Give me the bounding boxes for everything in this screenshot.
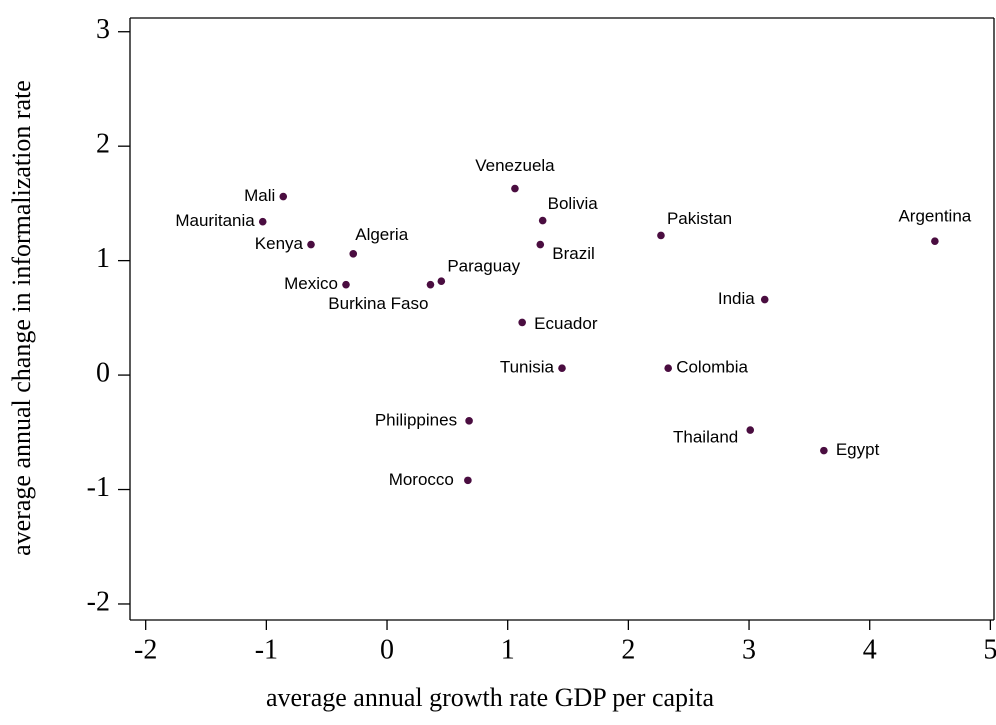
point-label: Pakistan bbox=[667, 209, 732, 228]
point-label: Argentina bbox=[898, 207, 971, 226]
y-tick-label: -2 bbox=[87, 586, 110, 617]
y-tick-label: 3 bbox=[96, 14, 110, 45]
x-tick-label: 1 bbox=[501, 634, 515, 665]
point-label: Algeria bbox=[355, 225, 408, 244]
point-label: Ecuador bbox=[534, 314, 598, 333]
point-label: Thailand bbox=[673, 427, 738, 446]
point-label: Mexico bbox=[284, 274, 338, 293]
y-axis-title: average annual change in informalization… bbox=[7, 80, 36, 556]
point bbox=[538, 216, 547, 225]
x-tick-label: 0 bbox=[380, 634, 394, 665]
x-tick-label: 2 bbox=[621, 634, 635, 665]
point-label: Colombia bbox=[676, 358, 748, 377]
point bbox=[931, 237, 939, 245]
y-tick-label: -1 bbox=[87, 472, 110, 503]
point bbox=[746, 426, 755, 434]
point bbox=[511, 184, 519, 193]
point-label: Venezuela bbox=[475, 156, 555, 175]
point bbox=[664, 364, 672, 373]
point-label: Philippines bbox=[375, 410, 457, 429]
y-tick-label: 0 bbox=[96, 358, 110, 389]
y-tick-label: 2 bbox=[96, 129, 110, 160]
point bbox=[657, 231, 665, 240]
point-label: Mali bbox=[244, 186, 275, 205]
point-label: Burkina Faso bbox=[328, 294, 428, 313]
x-tick-label: 3 bbox=[742, 634, 756, 665]
y-tick-label: 1 bbox=[96, 243, 110, 274]
x-tick-label: 4 bbox=[863, 634, 877, 665]
point bbox=[465, 417, 473, 425]
point bbox=[536, 240, 545, 249]
point bbox=[258, 217, 267, 226]
x-tick-label: -1 bbox=[255, 634, 278, 665]
point bbox=[518, 318, 526, 327]
point bbox=[307, 240, 315, 249]
point-label: Kenya bbox=[255, 234, 304, 253]
x-tick-label: -2 bbox=[134, 634, 157, 665]
point-label: Paraguay bbox=[447, 257, 520, 276]
point bbox=[342, 280, 350, 289]
x-axis-title: average annual growth rate GDP per capit… bbox=[266, 683, 715, 712]
point-label: Egypt bbox=[836, 440, 880, 459]
point bbox=[279, 192, 288, 201]
point-label: Brazil bbox=[552, 244, 595, 263]
point bbox=[558, 364, 566, 373]
point bbox=[349, 249, 358, 258]
point bbox=[426, 280, 435, 289]
point-label: Tunisia bbox=[500, 358, 555, 377]
point bbox=[437, 277, 446, 286]
x-tick-label: 5 bbox=[983, 634, 996, 665]
point bbox=[464, 476, 472, 485]
point bbox=[820, 446, 828, 455]
point-label: Mauritania bbox=[175, 211, 255, 230]
point-label: Bolivia bbox=[548, 194, 599, 213]
point-label: Morocco bbox=[389, 470, 454, 489]
point-label: India bbox=[718, 289, 755, 308]
point bbox=[760, 295, 769, 304]
